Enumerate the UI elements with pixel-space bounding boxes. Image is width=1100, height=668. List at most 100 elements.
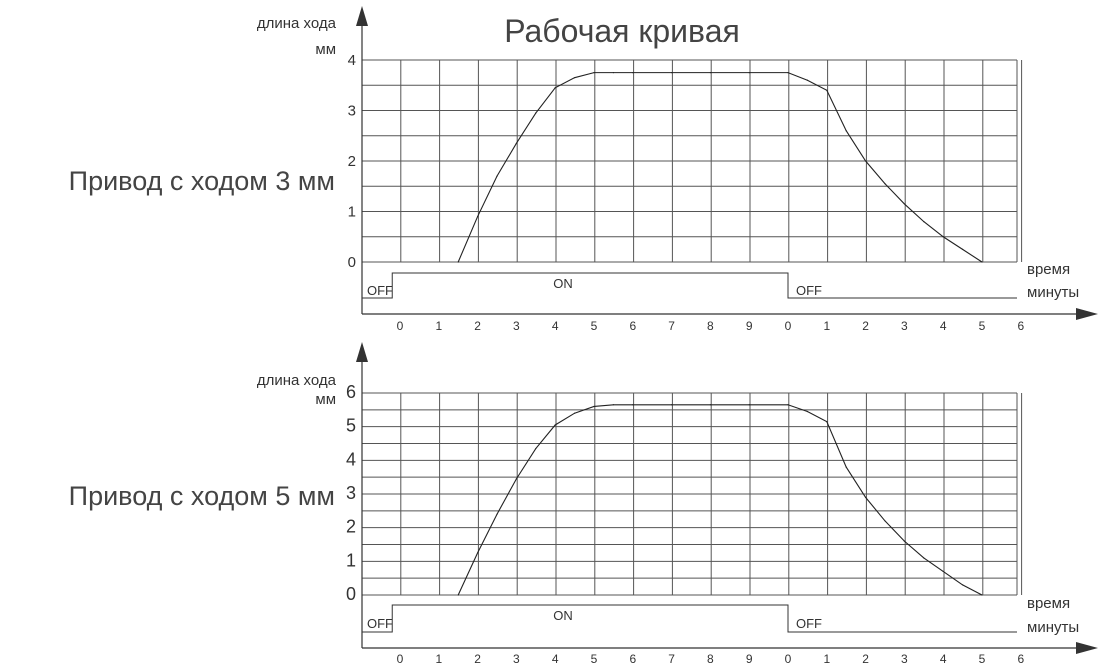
x-tick-label: 8 — [707, 319, 714, 333]
on-off-signal-line — [362, 272, 1017, 299]
data-point — [748, 72, 750, 74]
x-tick-label: 3 — [901, 652, 908, 666]
y-tick-label: 2 — [346, 517, 356, 537]
panel-label: Привод с ходом 5 мм — [69, 481, 335, 511]
y-axis-label: длина хода — [257, 372, 337, 389]
y-axis-label: длина хода — [257, 15, 337, 32]
data-point — [671, 72, 673, 74]
data-point — [962, 248, 964, 250]
x-tick-label: 5 — [591, 652, 598, 666]
x-axis-label: время — [1027, 595, 1070, 612]
y-tick-label: 0 — [346, 584, 356, 604]
data-point — [515, 142, 518, 144]
x-tick-label: 0 — [785, 652, 792, 666]
x-tick-label: 2 — [862, 319, 869, 333]
data-point — [554, 424, 556, 426]
x-tick-label: 4 — [552, 319, 559, 333]
y-tick-label: 4 — [348, 52, 356, 69]
x-tick-label: 1 — [823, 319, 830, 333]
y-axis-unit: мм — [315, 391, 336, 408]
data-point — [496, 513, 498, 515]
x-tick-label: 6 — [1017, 652, 1024, 666]
x-tick-label: 4 — [552, 652, 559, 666]
data-point — [632, 72, 634, 74]
x-tick-label: 5 — [591, 319, 598, 333]
data-point — [554, 87, 556, 89]
data-point — [923, 221, 925, 223]
signal-off-label: OFF — [367, 283, 393, 298]
x-axis-label: время — [1027, 261, 1070, 278]
data-point — [748, 404, 750, 406]
data-point — [865, 496, 867, 498]
y-axis-unit: мм — [315, 41, 336, 58]
data-point — [574, 412, 576, 414]
x-tick-label: 9 — [746, 319, 753, 333]
signal-off-label: OFF — [367, 616, 393, 631]
data-point — [457, 594, 459, 596]
data-point — [865, 160, 867, 162]
x-tick-label: 0 — [397, 652, 404, 666]
data-point — [515, 478, 518, 480]
y-tick-label: 6 — [346, 382, 356, 402]
y-tick-label: 3 — [346, 483, 356, 503]
x-tick-label: 2 — [474, 319, 481, 333]
data-point — [612, 72, 615, 74]
y-axis-arrowhead — [356, 6, 368, 26]
x-tick-label: 2 — [474, 652, 481, 666]
x-tick-label: 8 — [707, 652, 714, 666]
chart-title: Рабочая кривая — [504, 13, 740, 49]
y-tick-label: 1 — [346, 550, 356, 570]
panel-stroke-5mm: Привод с ходом 5 мм длина хода мм время мину… — [69, 342, 1098, 666]
x-tick-label: 7 — [668, 319, 675, 333]
stroke-curve — [457, 72, 983, 263]
data-point — [845, 466, 847, 468]
x-axis-arrowhead — [1076, 642, 1098, 654]
x-tick-label: 9 — [746, 652, 753, 666]
panel-label: Привод с ходом 3 мм — [69, 166, 335, 196]
data-point — [593, 405, 595, 408]
x-axis-arrowhead — [1076, 308, 1098, 320]
y-tick-label: 3 — [348, 103, 356, 120]
data-point — [981, 594, 983, 596]
x-tick-label: 6 — [1017, 319, 1024, 333]
data-point — [806, 79, 809, 81]
panel-stroke-3mm: Привод с ходом 3 мм длина хода мм время мину… — [69, 6, 1098, 333]
data-point — [477, 215, 479, 218]
x-tick-label: 3 — [901, 319, 908, 333]
x-tick-label: 4 — [940, 319, 947, 333]
data-point — [942, 236, 944, 238]
data-point — [923, 557, 925, 559]
data-point — [981, 261, 983, 263]
data-point — [787, 404, 789, 406]
data-point — [496, 175, 498, 177]
y-tick-label: 2 — [348, 153, 356, 170]
data-point — [535, 112, 537, 114]
signal-off-label: OFF — [796, 283, 822, 298]
data-point — [903, 203, 906, 205]
data-point — [826, 421, 828, 423]
signal-off-label: OFF — [796, 616, 822, 631]
data-point — [826, 89, 828, 91]
x-tick-label: 6 — [629, 319, 636, 333]
x-tick-label: 6 — [629, 652, 636, 666]
x-tick-label: 0 — [397, 319, 404, 333]
data-point — [632, 404, 634, 406]
x-axis-unit: минуты — [1027, 619, 1079, 636]
data-point — [593, 72, 595, 74]
y-axis-arrowhead — [356, 342, 368, 362]
data-point — [709, 404, 712, 406]
x-tick-label: 5 — [979, 319, 986, 333]
x-tick-label: 3 — [513, 652, 520, 666]
data-point — [457, 261, 459, 263]
data-point — [884, 520, 886, 522]
y-tick-label: 0 — [348, 254, 356, 271]
x-tick-label: 3 — [513, 319, 520, 333]
data-point — [845, 130, 847, 132]
x-tick-label: 2 — [862, 652, 869, 666]
data-point — [884, 183, 886, 185]
signal-on-label: ON — [553, 608, 573, 623]
data-point — [903, 540, 906, 542]
data-point — [942, 570, 944, 573]
x-tick-label: 0 — [785, 319, 792, 333]
